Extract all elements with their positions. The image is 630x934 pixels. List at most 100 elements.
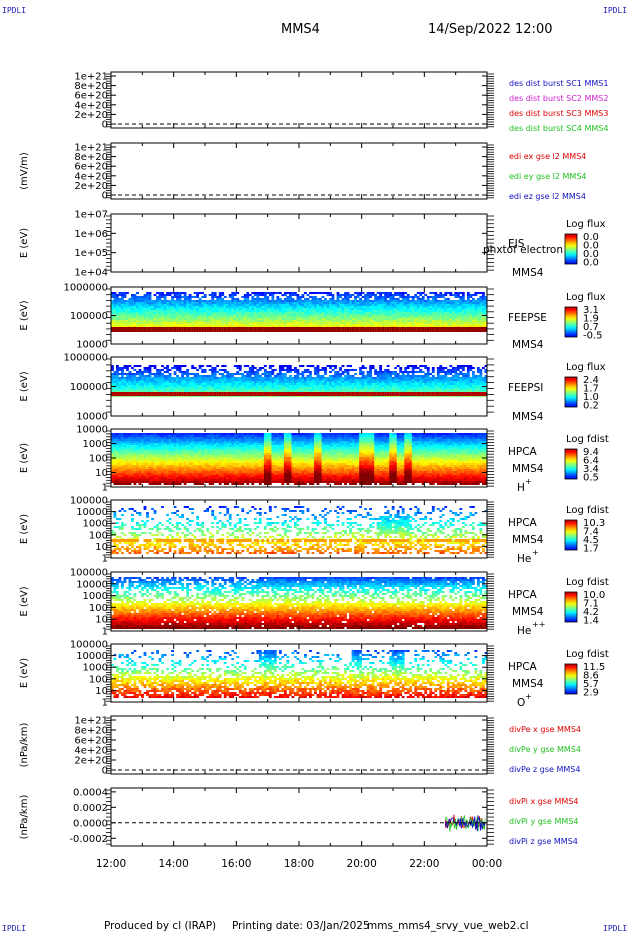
heat-cell-feepsi [301,383,305,385]
heat-cell-feepse [158,292,162,294]
heat-cell-feepsi [116,379,119,381]
heat-cell-feepsi [276,379,280,381]
heat-cell-feepse [304,292,307,294]
heat-cell-feepse [414,324,418,326]
heat-cell-feepse [436,318,440,320]
heat-cell-feepse [301,314,305,316]
heat-cell-feepse [314,312,317,314]
heat-cell-feepsi [304,379,307,381]
heat-cell-feepse [251,322,255,324]
heat-cell-feepse [341,300,345,302]
heat-cell-feepse [476,300,480,302]
heat-cell-feepse [261,314,265,316]
heat-cell-feepse [436,306,440,308]
heat-cell-feepse [258,300,262,302]
heat-cell-feepse [141,296,144,298]
heat-cell-feepse [191,327,195,332]
heat-cell-feepsi [283,365,287,367]
heat-cell-feepse [113,322,117,324]
heat-cell-feepsi [266,371,270,373]
ytick-label-edi: 1e+21 [74,143,108,154]
heat-cell-feepsi [253,385,257,387]
heat-cell-feepse [474,322,478,324]
heat-cell-feepse [191,304,195,306]
heat-cell-feepse [288,296,292,298]
heat-cell-feepse [416,316,420,318]
heat-cell-feepsi [273,385,277,387]
heat-cell-feepse [326,306,330,308]
heat-cell-feepsi [349,392,352,396]
heat-cell-feepsi [304,369,307,371]
heat-cell-feepse [371,327,375,332]
heat-cell-feepse [409,302,413,304]
heat-cell-feepse [439,306,443,308]
heat-cell-feepsi [344,389,347,391]
heat-cell-feepse [161,296,164,298]
heat-cell-feepse [396,327,400,332]
heat-cell-feepse [231,300,235,302]
heat-cell-feepse [421,316,425,318]
heat-cell-feepsi [314,381,317,383]
heat-cell-feepse [208,294,212,296]
heat-cell-feepse [429,302,433,304]
heat-cell-feepse [376,296,380,298]
heat-cell-feepse [404,308,408,310]
heat-cell-feepse [116,314,119,316]
heat-cell-feepse [441,302,445,304]
heat-cell-feepsi [399,367,403,369]
heat-cell-feepse [394,320,398,322]
heat-cell-feepse [344,324,347,326]
heat-cell-feepse [211,320,215,322]
heat-cell-feepse [286,296,290,298]
heat-cell-feepse [446,308,450,310]
heat-cell-feepse [293,310,297,312]
heat-cell-feepse [481,294,485,296]
heat-cell-feepse [118,312,122,314]
heat-cell-feepse [399,327,403,332]
heat-cell-feepse [381,304,385,306]
heat-cell-feepse [261,306,265,308]
heat-cell-feepsi [251,377,255,379]
colorbar-eis [564,233,578,265]
heat-cell-feepsi [404,379,408,381]
heat-cell-feepse [299,318,302,320]
heat-cell-feepsi [271,365,275,367]
heat-cell-feepse [118,318,122,320]
heat-cell-feepse [479,320,483,322]
heat-cell-feepse [301,302,305,304]
heat-cell-feepsi [334,371,337,373]
heat-cell-feepse [263,314,267,316]
heat-cell-feepse [121,314,124,316]
heat-cell-feepse [306,300,310,302]
heat-cell-feepsi [304,377,307,379]
heat-cell-feepse [183,310,187,312]
heat-cell-feepsi [346,379,350,381]
heat-cell-feepse [238,300,242,302]
heat-cell-feepsi [146,379,149,381]
heat-cell-feepse [161,322,164,324]
heat-cell-feepsi [161,389,164,391]
heat-cell-feepse [138,312,142,314]
heat-cell-feepse [389,314,393,316]
heat-cell-feepse [441,300,445,302]
heat-cell-feepsi [181,375,184,377]
heat-cell-feepse [404,322,408,324]
heat-cell-feepsi [171,387,174,389]
heat-cell-feepse [421,292,425,294]
heat-cell-feepse [469,322,473,324]
heat-cell-feepsi [319,377,322,379]
heat-cell-feepse [359,324,362,326]
heat-cell-feepse [471,316,475,318]
heat-cell-feepsi [116,371,119,373]
heat-cell-feepse [481,318,485,320]
heat-cell-feepse [168,312,172,314]
heat-cell-feepsi [138,383,142,385]
heat-cell-feepse [168,308,172,310]
heat-cell-feepsi [369,375,372,377]
heat-cell-feepse [366,306,370,308]
heat-cell-feepse [143,302,147,304]
heat-cell-feepse [354,316,357,318]
heat-cell-feepse [151,318,154,320]
heat-cell-feepse [276,314,280,316]
heat-cell-feepsi [248,373,252,375]
